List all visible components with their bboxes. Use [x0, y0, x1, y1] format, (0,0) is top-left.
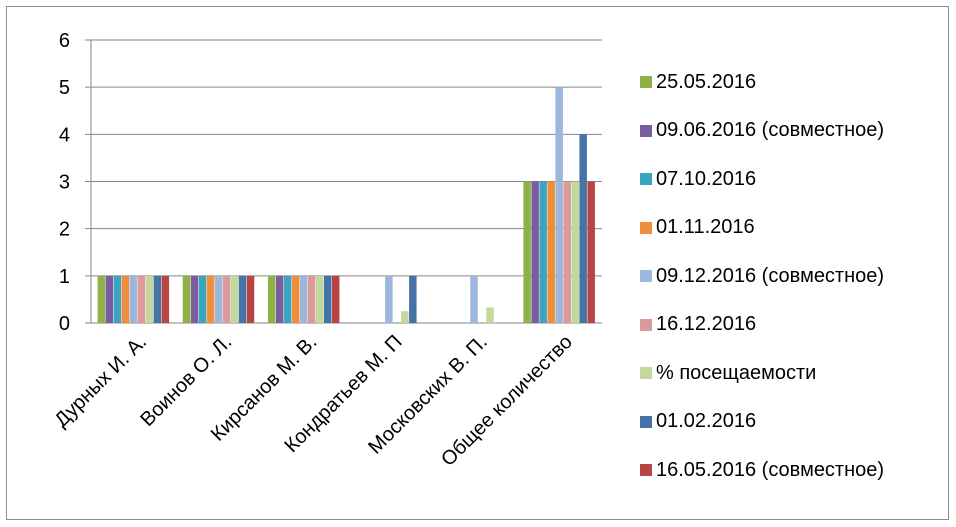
bar: [161, 275, 170, 323]
bar: [401, 311, 409, 323]
bar: [121, 275, 130, 323]
legend-swatch: [640, 173, 652, 186]
bar: [206, 275, 215, 323]
legend-label: 07.10.2016: [656, 167, 757, 190]
legend-swatch: [640, 270, 652, 283]
legend-item: 09.06.2016 (совместное): [640, 107, 884, 156]
chart-frame: [6, 6, 949, 520]
bar: [486, 307, 494, 323]
legend-swatch: [640, 415, 652, 428]
bar: [531, 181, 539, 323]
bar: [105, 275, 114, 323]
legend-swatch: [640, 221, 652, 234]
legend-label: 16.12.2016: [656, 313, 757, 336]
legend-swatch: [640, 76, 652, 89]
bar: [291, 275, 300, 323]
bar: [307, 275, 316, 323]
legend-label: 09.06.2016 (совместное): [656, 119, 885, 142]
legend-label: 25.05.2016: [656, 70, 757, 93]
y-tick-label: 2: [59, 219, 70, 241]
legend-swatch: [640, 318, 652, 331]
legend-swatch: [640, 367, 652, 380]
bar: [275, 275, 284, 323]
y-tick-label: 0: [59, 313, 70, 335]
y-tick-label: 3: [59, 172, 70, 194]
legend-item: 09.12.2016 (совместное): [640, 252, 884, 301]
legend-item: 16.05.2016 (совместное): [640, 446, 884, 495]
legend-item: 01.02.2016: [640, 398, 884, 447]
bar: [137, 275, 146, 323]
bar: [97, 275, 106, 323]
y-tick-label: 1: [59, 266, 70, 288]
y-tick-label: 6: [59, 30, 70, 52]
y-tick-label: 5: [59, 77, 70, 99]
bar: [182, 275, 191, 323]
bar: [113, 275, 122, 323]
chart-legend: 25.05.2016 09.06.2016 (совместное) 07.10.2…: [640, 58, 884, 495]
bar: [153, 275, 162, 323]
bar: [587, 181, 595, 323]
legend-label: 16.05.2016 (совместное): [656, 458, 885, 481]
legend-label: 01.11.2016: [656, 216, 755, 239]
bar: [214, 275, 223, 323]
legend-label: % посещаемости: [656, 361, 817, 384]
bar: [409, 275, 417, 323]
x-tick-label: Дурных И. А.: [51, 331, 152, 432]
bar: [323, 275, 332, 323]
bar: [246, 275, 255, 323]
bar: [283, 275, 292, 323]
bar: [129, 275, 138, 323]
bar: [230, 275, 239, 323]
bar: [315, 275, 324, 323]
legend-item: 07.10.2016: [640, 155, 884, 204]
legend-label: 09.12.2016 (совместное): [656, 264, 885, 287]
y-tick-label: 4: [59, 124, 70, 146]
bar: [198, 275, 207, 323]
bar: [470, 275, 478, 323]
bar: [571, 181, 579, 323]
bar: [563, 181, 571, 323]
legend-swatch: [640, 124, 652, 137]
bar: [539, 181, 547, 323]
legend-item: 16.12.2016: [640, 301, 884, 350]
bar: [579, 134, 587, 323]
legend-swatch: [640, 464, 652, 477]
bar: [523, 181, 531, 323]
bar: [190, 275, 199, 323]
bar: [267, 275, 276, 323]
legend-label: 01.02.2016: [656, 410, 757, 433]
legend-item: 01.11.2016: [640, 204, 884, 253]
bar: [299, 275, 308, 323]
bar: [331, 275, 340, 323]
bar: [547, 181, 555, 323]
bar: [145, 275, 154, 323]
bar: [385, 275, 393, 323]
legend-item: % посещаемости: [640, 349, 884, 398]
bar: [555, 87, 563, 324]
legend-item: 25.05.2016: [640, 58, 884, 107]
bar: [222, 275, 231, 323]
bar: [238, 275, 247, 323]
